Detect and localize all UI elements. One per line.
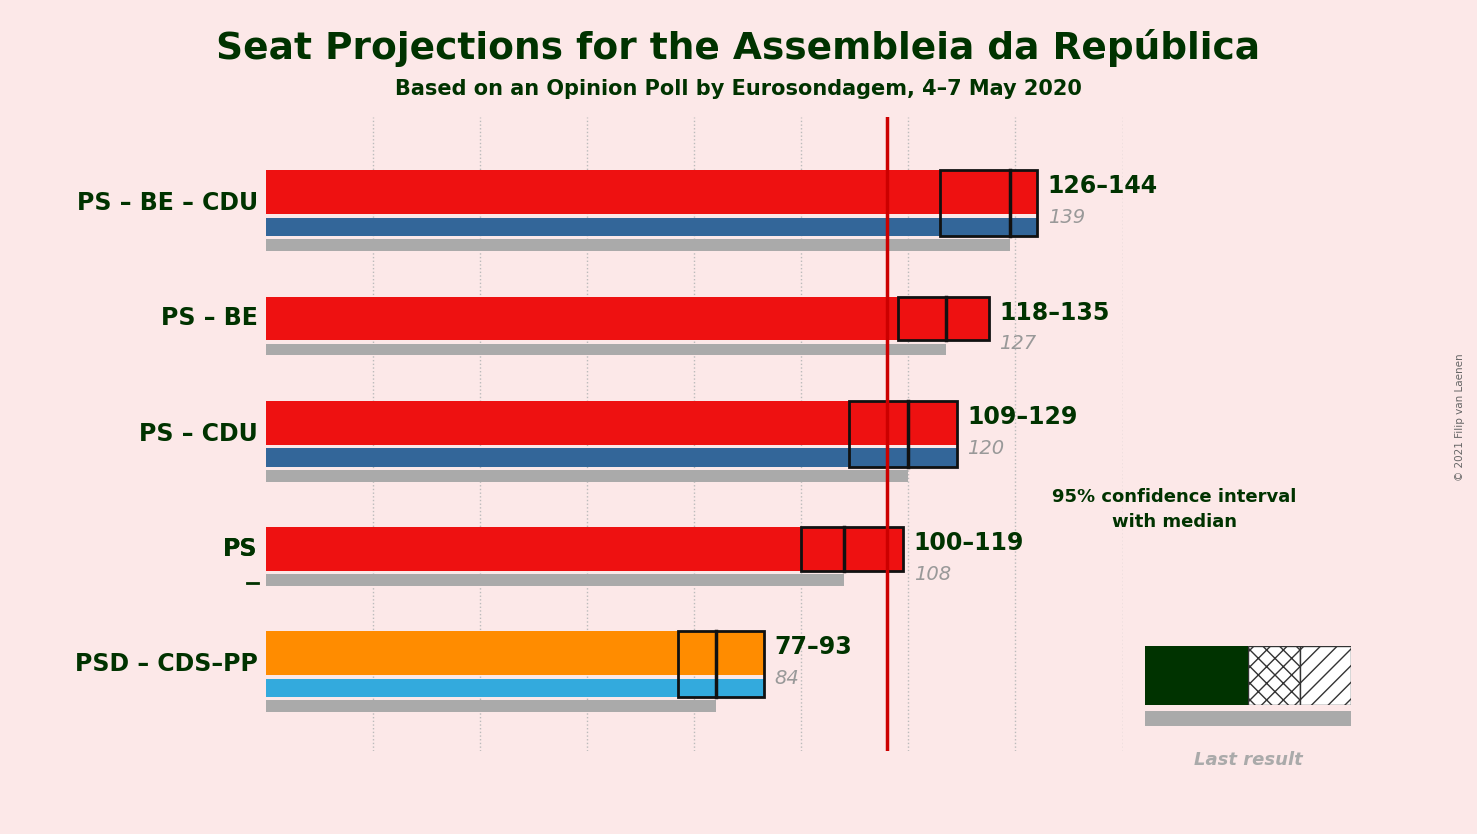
Text: 120: 120 <box>967 439 1004 458</box>
Text: 118–135: 118–135 <box>1000 301 1109 324</box>
Bar <box>988 170 1037 214</box>
Text: 108: 108 <box>914 565 951 584</box>
Text: 95% confidence interval
with median: 95% confidence interval with median <box>1052 488 1297 531</box>
Bar <box>266 701 715 712</box>
Bar <box>266 218 941 236</box>
Bar <box>678 679 721 697</box>
Bar <box>944 297 988 340</box>
Text: PS: PS <box>223 537 258 561</box>
Bar <box>801 527 852 570</box>
Bar <box>941 170 988 214</box>
Bar <box>266 575 845 585</box>
Bar <box>266 344 945 355</box>
Text: PS – BE: PS – BE <box>161 306 258 330</box>
Bar <box>852 527 902 570</box>
Bar <box>849 448 902 466</box>
Bar <box>1300 646 1351 705</box>
Bar <box>721 631 764 675</box>
Text: PSD – CDS–PP: PSD – CDS–PP <box>75 652 258 676</box>
Text: 127: 127 <box>1000 334 1037 354</box>
Bar <box>988 218 1037 236</box>
Bar <box>266 401 849 445</box>
Bar <box>1248 646 1300 705</box>
Bar <box>902 448 957 466</box>
Bar <box>678 631 764 697</box>
Bar <box>941 170 1037 236</box>
Bar <box>801 527 902 570</box>
Text: 77–93: 77–93 <box>774 636 852 660</box>
Bar <box>266 527 801 570</box>
Bar <box>898 297 988 340</box>
Text: 100–119: 100–119 <box>914 531 1024 555</box>
Bar <box>902 401 957 445</box>
Text: Based on an Opinion Poll by Eurosondagem, 4–7 May 2020: Based on an Opinion Poll by Eurosondagem… <box>394 79 1083 99</box>
Bar <box>849 401 957 466</box>
Bar <box>266 297 898 340</box>
Bar <box>721 679 764 697</box>
Text: Seat Projections for the Assembleia da República: Seat Projections for the Assembleia da R… <box>217 29 1260 68</box>
Text: PS: PS <box>223 537 258 561</box>
Bar <box>678 631 721 675</box>
Bar <box>266 239 1010 251</box>
Text: 139: 139 <box>1047 208 1084 227</box>
Text: PS – BE – CDU: PS – BE – CDU <box>77 191 258 215</box>
Text: Last result: Last result <box>1193 751 1303 769</box>
Text: 126–144: 126–144 <box>1047 174 1158 198</box>
Bar <box>266 448 849 466</box>
Text: © 2021 Filip van Laenen: © 2021 Filip van Laenen <box>1455 353 1465 481</box>
Bar <box>941 218 988 236</box>
Text: 109–129: 109–129 <box>967 405 1078 429</box>
Bar <box>266 631 678 675</box>
Text: PS – CDU: PS – CDU <box>139 422 258 445</box>
Bar <box>898 297 944 340</box>
Text: 84: 84 <box>774 669 799 688</box>
Bar <box>266 470 908 481</box>
Bar <box>849 401 902 445</box>
Bar <box>266 679 678 697</box>
Bar <box>266 170 941 214</box>
